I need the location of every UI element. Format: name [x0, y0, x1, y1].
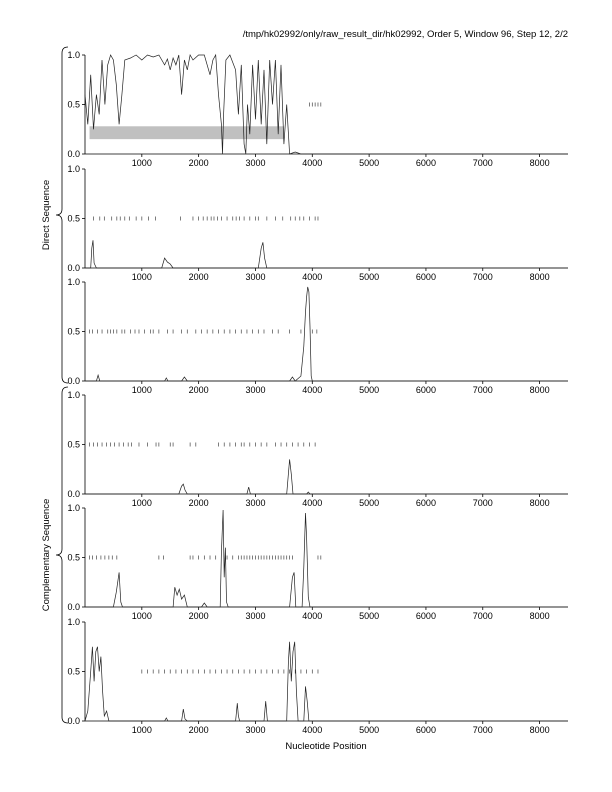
- x-tick-label: 3000: [245, 611, 265, 621]
- x-tick-label: 2000: [189, 385, 209, 395]
- group-bracket: [55, 386, 69, 724]
- y-tick-label: 1.0: [67, 50, 80, 60]
- group-bracket: [55, 46, 69, 384]
- series-line: [85, 286, 568, 382]
- x-tick-label: 3000: [245, 385, 265, 395]
- x-tick-label: 1000: [132, 725, 152, 735]
- x-tick-label: 4000: [302, 725, 322, 735]
- x-tick-label: 3000: [245, 498, 265, 508]
- x-tick-label: 7000: [473, 611, 493, 621]
- x-tick-label: 7000: [473, 498, 493, 508]
- x-tick-label: 6000: [416, 498, 436, 508]
- y-tick-label: 0.5: [67, 667, 80, 677]
- x-tick-label: 4000: [302, 272, 322, 282]
- panel-1: 0.0 0.5 1.0 1000 2000 3000 4000 5000 6000 7000 800…: [67, 50, 568, 168]
- x-tick-label: 5000: [359, 385, 379, 395]
- panel-2: 0.0 0.5 1.0 1000 2000 3000 4000 5000 6000 7000 800…: [67, 164, 568, 282]
- x-tick-label: 8000: [530, 385, 550, 395]
- y-tick-label: 0.0: [67, 263, 80, 273]
- y-tick-label: 0.0: [67, 489, 80, 499]
- x-tick-label: 6000: [416, 611, 436, 621]
- chart-header: /tmp/hk02992/only/raw_result_dir/hk02992…: [243, 29, 568, 40]
- y-tick-label: 0.0: [67, 376, 80, 386]
- y-tick-label: 0.5: [67, 327, 80, 337]
- x-axis-label: Nucleotide Position: [285, 741, 366, 752]
- x-tick-label: 1000: [132, 158, 152, 168]
- x-tick-label: 2000: [189, 611, 209, 621]
- x-tick-label: 6000: [416, 272, 436, 282]
- x-tick-label: 3000: [245, 725, 265, 735]
- x-tick-label: 1000: [132, 272, 152, 282]
- y-tick-label: 0.5: [67, 100, 80, 110]
- y-tick-label: 1.0: [67, 617, 80, 627]
- series-line: [85, 240, 568, 269]
- highlight-band: [89, 126, 284, 140]
- panels: 0.0 0.5 1.0 1000 2000 3000 4000 5000 6000 7000 800…: [67, 50, 568, 735]
- panel-3: 0.0 0.5 1.0 1000 2000 3000 4000 5000 6000 7000 800…: [67, 277, 568, 395]
- x-tick-label: 4000: [302, 498, 322, 508]
- x-tick-label: 3000: [245, 272, 265, 282]
- x-tick-label: 2000: [189, 272, 209, 282]
- series-line: [84, 641, 568, 722]
- panel-5: 0.0 0.5 1.0 1000 2000 3000 4000 5000 6000 7000 800…: [67, 503, 568, 621]
- x-tick-label: 7000: [473, 272, 493, 282]
- x-tick-label: 1000: [132, 611, 152, 621]
- group-brackets: Direct Sequence Complementary Sequence: [41, 46, 69, 724]
- x-tick-label: 7000: [473, 158, 493, 168]
- x-tick-label: 2000: [189, 498, 209, 508]
- y-tick-label: 1.0: [67, 390, 80, 400]
- group-label: Complementary Sequence: [41, 499, 52, 611]
- x-tick-label: 5000: [359, 611, 379, 621]
- x-tick-label: 4000: [302, 611, 322, 621]
- x-tick-label: 7000: [473, 725, 493, 735]
- panel-6: 0.0 0.5 1.0 1000 2000 3000 4000 5000 6000 7000 800…: [67, 617, 568, 735]
- y-tick-label: 1.0: [67, 164, 80, 174]
- y-tick-label: 0.0: [67, 716, 80, 726]
- x-tick-label: 8000: [530, 725, 550, 735]
- y-tick-label: 0.5: [67, 553, 80, 563]
- x-tick-label: 8000: [530, 498, 550, 508]
- x-tick-label: 4000: [302, 158, 322, 168]
- group-label: Direct Sequence: [41, 180, 52, 250]
- x-tick-label: 2000: [189, 158, 209, 168]
- x-tick-label: 5000: [359, 158, 379, 168]
- x-tick-label: 7000: [473, 385, 493, 395]
- x-tick-label: 5000: [359, 725, 379, 735]
- y-tick-label: 1.0: [67, 277, 80, 287]
- x-tick-label: 1000: [132, 385, 152, 395]
- y-tick-label: 0.0: [67, 149, 80, 159]
- x-tick-label: 2000: [189, 725, 209, 735]
- x-tick-label: 8000: [530, 611, 550, 621]
- x-tick-label: 5000: [359, 498, 379, 508]
- y-tick-label: 0.5: [67, 440, 80, 450]
- series-line: [84, 53, 568, 155]
- x-tick-label: 3000: [245, 158, 265, 168]
- x-tick-label: 6000: [416, 158, 436, 168]
- x-tick-label: 4000: [302, 385, 322, 395]
- x-tick-label: 8000: [530, 272, 550, 282]
- x-tick-label: 1000: [132, 498, 152, 508]
- panel-4: 0.0 0.5 1.0 1000 2000 3000 4000 5000 6000 7000 800…: [67, 390, 568, 508]
- y-tick-label: 0.0: [67, 602, 80, 612]
- series-line: [85, 509, 568, 608]
- x-tick-label: 8000: [530, 158, 550, 168]
- x-tick-label: 6000: [416, 725, 436, 735]
- y-tick-label: 1.0: [67, 503, 80, 513]
- x-tick-label: 5000: [359, 272, 379, 282]
- x-tick-label: 6000: [416, 385, 436, 395]
- series-line: [85, 459, 568, 495]
- y-tick-label: 0.5: [67, 214, 80, 224]
